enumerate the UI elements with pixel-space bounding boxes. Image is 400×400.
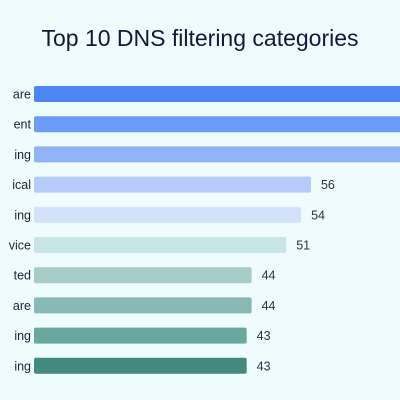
value-label-8: 44	[262, 299, 276, 313]
category-label-5: ing	[14, 208, 31, 222]
bar-3	[34, 146, 400, 163]
category-label-4: ical	[12, 178, 31, 192]
bar-8	[34, 297, 252, 314]
category-label-10: ing	[14, 359, 31, 373]
bars-group: are ent ing ical 56 ing 54 vice 51 ted 44 are 44 ing 4…	[9, 86, 400, 374]
bar-10	[34, 357, 247, 374]
category-label-3: ing	[14, 148, 31, 162]
bar-1	[34, 86, 400, 102]
value-label-6: 51	[296, 239, 310, 253]
category-label-2: ent	[14, 118, 32, 132]
category-label-8: are	[13, 299, 31, 313]
value-label-5: 54	[311, 208, 325, 222]
value-label-10: 43	[257, 359, 271, 373]
value-label-9: 43	[257, 329, 271, 343]
bar-7	[34, 267, 252, 284]
category-label-1: are	[13, 88, 31, 102]
bar-5	[34, 206, 302, 223]
bar-4	[34, 176, 311, 193]
category-label-9: ing	[14, 329, 31, 343]
chart-title: Top 10 DNS filtering categories	[41, 25, 358, 51]
value-label-7: 44	[262, 269, 276, 283]
category-label-7: ted	[14, 269, 31, 283]
bar-6	[34, 237, 287, 253]
value-label-4: 56	[321, 178, 335, 192]
category-label-6: vice	[9, 239, 31, 253]
bar-2	[34, 116, 400, 133]
bar-9	[34, 327, 247, 344]
